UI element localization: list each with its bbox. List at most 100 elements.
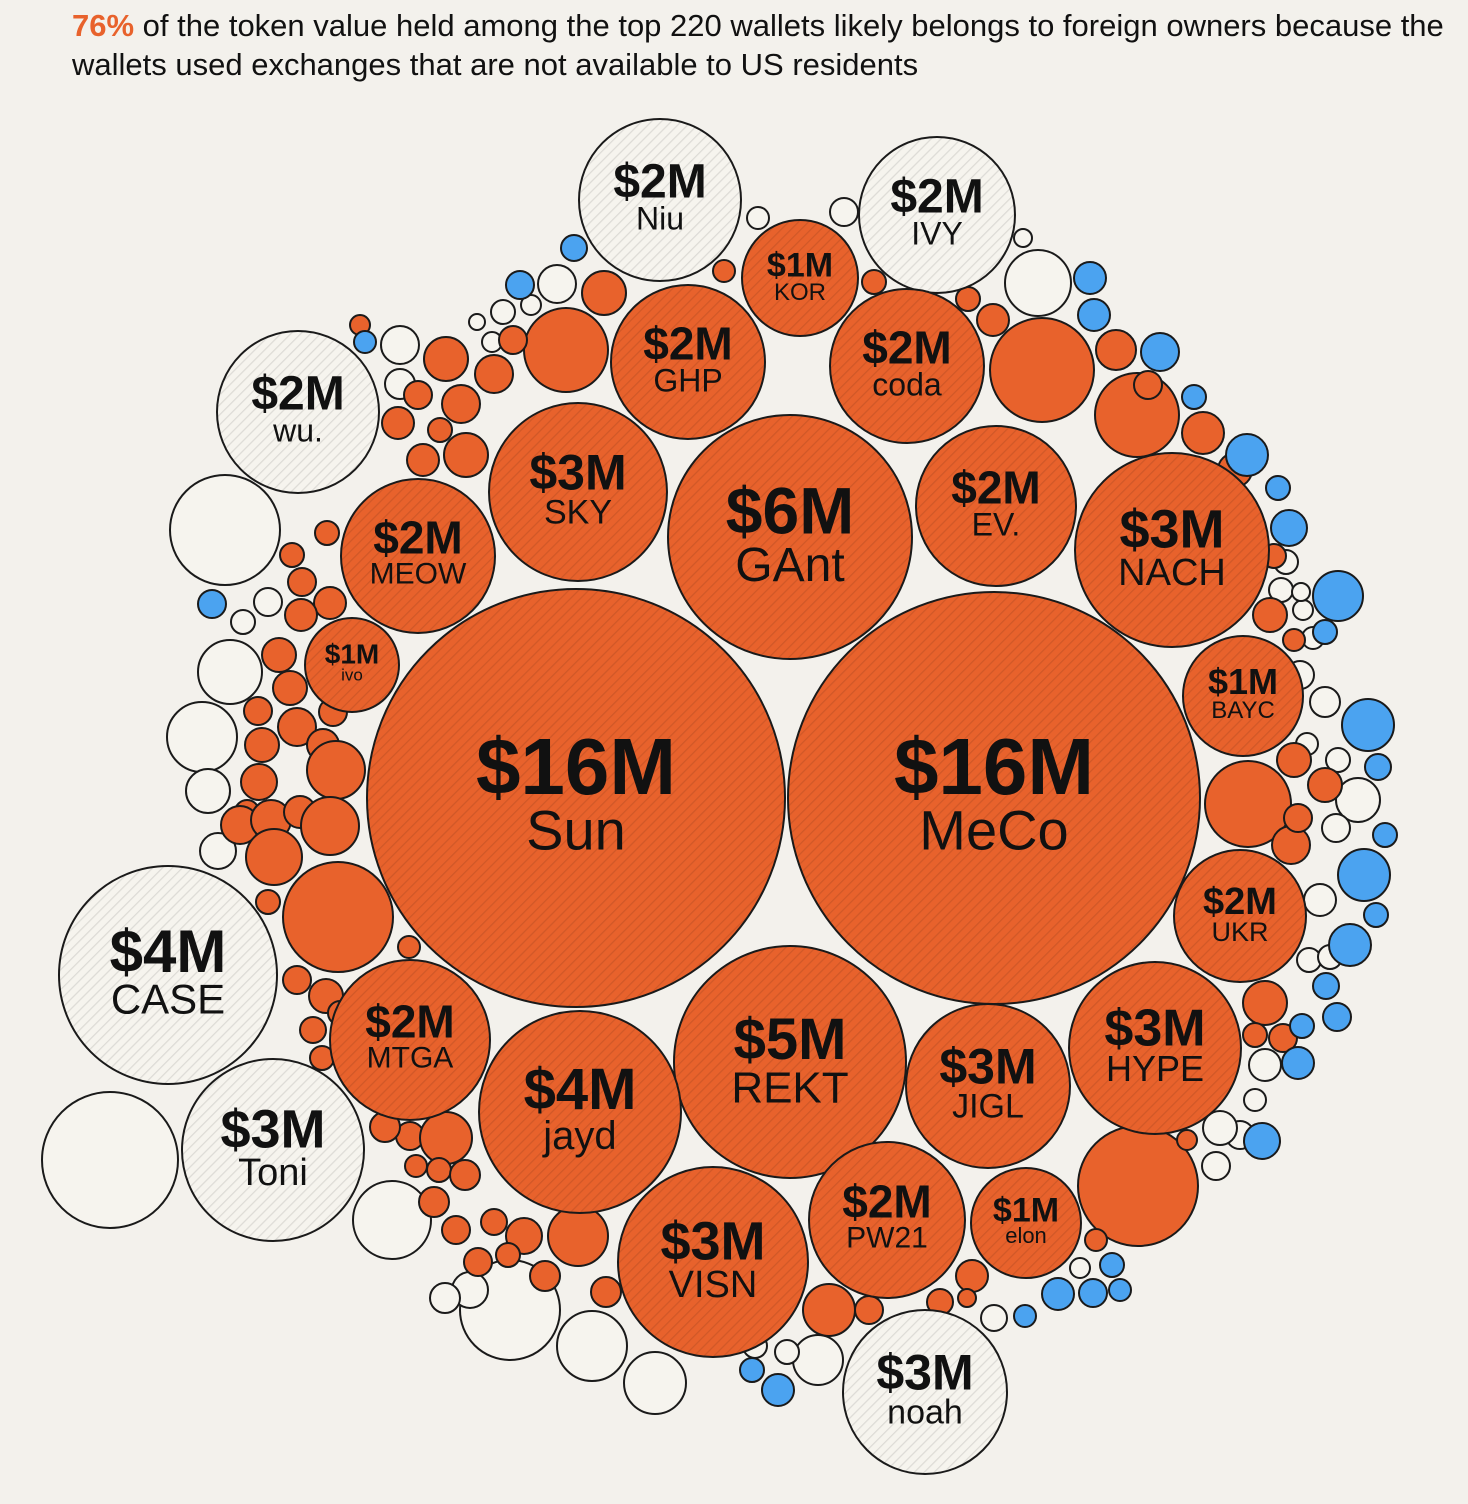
wallet-name-label: noah	[887, 1393, 963, 1431]
unknown-wallet-bubble	[556, 1310, 628, 1382]
foreign-wallet-bubble	[802, 1283, 856, 1337]
foreign-wallet-bubble	[529, 1260, 561, 1292]
wallet-value-label: $2M	[365, 996, 454, 1048]
us-exchange-wallet-bubble	[739, 1357, 765, 1383]
foreign-wallet-bubble	[590, 1276, 622, 1308]
us-exchange-wallet-bubble	[1225, 433, 1269, 477]
unknown-wallet-bubble	[1303, 883, 1337, 917]
foreign-wallet-bubble	[441, 384, 481, 424]
unknown-wallet-bubble	[980, 1304, 1008, 1332]
us-exchange-wallet-bubble	[1328, 923, 1372, 967]
unknown-wallet-bubble	[1321, 813, 1351, 843]
foreign-wallet-bubble	[314, 520, 340, 546]
unknown-wallet-bubble	[197, 639, 263, 705]
foreign-wallet-bubble	[441, 1215, 471, 1245]
unknown-wallet-bubble	[230, 609, 256, 635]
wallet-bubble-hatch	[1074, 452, 1270, 648]
wallet-bubble-hatch	[329, 959, 491, 1121]
wallet-value-label: $2M	[890, 171, 983, 224]
foreign-wallet-bubble	[397, 935, 421, 959]
wallet-name-label: jayd	[542, 1114, 616, 1158]
wallet-value-label: $1M	[325, 639, 379, 670]
wallet-value-label: $3M	[939, 1039, 1036, 1095]
foreign-wallet-bubble	[279, 542, 305, 568]
wallet-value-label: $4M	[524, 1057, 637, 1122]
wallet-value-label: $2M	[862, 322, 951, 374]
unknown-wallet-bubble	[774, 1339, 800, 1365]
foreign-wallet-bubble	[463, 1247, 493, 1277]
us-exchange-wallet-bubble	[1108, 1278, 1132, 1302]
foreign-wallet-bubble	[244, 727, 280, 763]
wallet-name-label: MTGA	[367, 1042, 454, 1075]
wallet-name-label: Sun	[526, 799, 626, 862]
wallet-name-label: MeCo	[919, 799, 1068, 862]
wallet-value-label: $2M	[613, 156, 706, 209]
us-exchange-wallet-bubble	[1181, 384, 1207, 410]
foreign-wallet-bubble	[261, 637, 297, 673]
us-exchange-wallet-bubble	[1140, 332, 1180, 372]
wallet-bubble-hatch	[578, 118, 742, 282]
foreign-wallet-bubble	[245, 828, 303, 886]
wallet-bubble-hatch	[1182, 635, 1304, 757]
wallet-bubble-hatch	[340, 478, 496, 634]
us-exchange-wallet-bubble	[1041, 1277, 1075, 1311]
foreign-wallet-bubble	[1307, 767, 1343, 803]
unknown-wallet-bubble	[166, 701, 238, 773]
foreign-wallet-bubble	[1181, 411, 1225, 455]
us-exchange-wallet-bubble	[1312, 972, 1340, 1000]
unknown-wallet-bubble	[41, 1091, 179, 1229]
wallet-name-label: MEOW	[370, 558, 467, 591]
wallet-value-label: $3M	[1119, 499, 1224, 559]
wallet-name-label: GAnt	[735, 539, 844, 592]
wallet-bubble-hatch	[366, 588, 786, 1008]
unknown-wallet-bubble	[169, 474, 281, 586]
unknown-wallet-bubble	[1202, 1110, 1238, 1146]
foreign-wallet-bubble	[243, 696, 273, 726]
wallet-name-label: SKY	[544, 493, 612, 531]
wallet-bubble-hatch	[181, 1058, 365, 1242]
wallet-name-label: NACH	[1118, 552, 1226, 594]
unknown-wallet-bubble	[537, 264, 577, 304]
unknown-wallet-bubble	[1248, 1048, 1282, 1082]
wallet-name-label: GHP	[653, 362, 722, 398]
wallet-bubble-hatch	[741, 219, 859, 337]
foreign-wallet-bubble	[495, 1242, 521, 1268]
wallet-name-label: PW21	[846, 1222, 928, 1255]
wallet-name-label: coda	[872, 366, 942, 402]
foreign-wallet-bubble	[474, 354, 514, 394]
foreign-wallet-bubble	[284, 598, 318, 632]
us-exchange-wallet-bubble	[761, 1373, 795, 1407]
foreign-wallet-bubble	[426, 1157, 452, 1183]
us-exchange-wallet-bubble	[1341, 698, 1395, 752]
foreign-wallet-bubble	[306, 740, 366, 800]
unknown-wallet-bubble	[1201, 1151, 1231, 1181]
foreign-wallet-bubble	[957, 1288, 977, 1308]
wallet-value-label: $6M	[726, 474, 854, 548]
unknown-wallet-bubble	[1004, 249, 1072, 317]
wallet-value-label: $1M	[767, 246, 833, 284]
wallet-bubble-hatch	[488, 402, 668, 582]
wallet-bubble-hatch	[673, 945, 907, 1179]
us-exchange-wallet-bubble	[1312, 570, 1364, 622]
wallet-value-label: $2M	[951, 462, 1040, 514]
wallet-name-label: EV.	[972, 506, 1021, 542]
foreign-wallet-bubble	[287, 567, 317, 597]
wallet-name-label: HYPE	[1106, 1048, 1204, 1089]
unknown-wallet-bubble	[185, 768, 231, 814]
wallet-bubble-hatch	[905, 1003, 1071, 1169]
us-exchange-wallet-bubble	[1265, 475, 1291, 501]
wallet-name-label: KOR	[774, 279, 826, 306]
